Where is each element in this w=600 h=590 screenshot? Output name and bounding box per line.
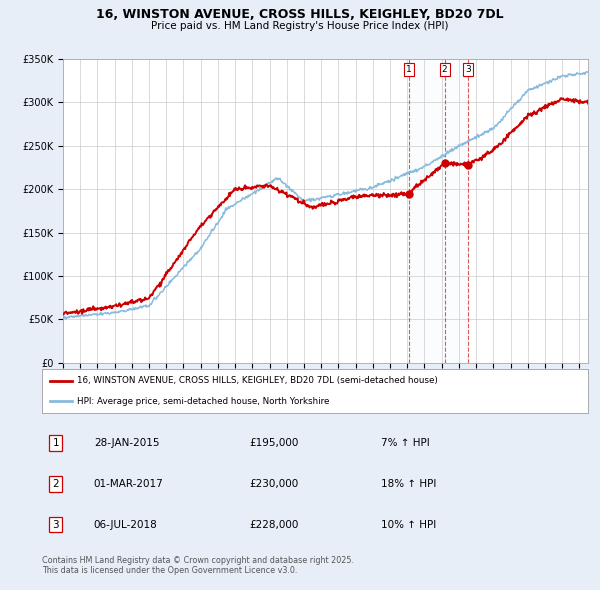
Text: 1: 1	[406, 65, 412, 74]
Text: 3: 3	[465, 65, 470, 74]
Bar	[409, 59, 467, 363]
Text: £195,000: £195,000	[250, 438, 299, 448]
Text: 18% ↑ HPI: 18% ↑ HPI	[380, 479, 436, 489]
Text: This data is licensed under the Open Government Licence v3.0.: This data is licensed under the Open Gov…	[42, 566, 298, 575]
Text: 7% ↑ HPI: 7% ↑ HPI	[380, 438, 429, 448]
Text: 06-JUL-2018: 06-JUL-2018	[94, 520, 158, 529]
Text: 2: 2	[442, 65, 448, 74]
Text: £230,000: £230,000	[250, 479, 299, 489]
Text: 2: 2	[52, 479, 59, 489]
Text: 1: 1	[52, 438, 59, 448]
Text: 3: 3	[52, 520, 59, 529]
Text: 16, WINSTON AVENUE, CROSS HILLS, KEIGHLEY, BD20 7DL: 16, WINSTON AVENUE, CROSS HILLS, KEIGHLE…	[96, 8, 504, 21]
Text: Contains HM Land Registry data © Crown copyright and database right 2025.: Contains HM Land Registry data © Crown c…	[42, 556, 354, 565]
Text: HPI: Average price, semi-detached house, North Yorkshire: HPI: Average price, semi-detached house,…	[77, 396, 330, 405]
Text: 28-JAN-2015: 28-JAN-2015	[94, 438, 160, 448]
Text: 10% ↑ HPI: 10% ↑ HPI	[380, 520, 436, 529]
Text: 16, WINSTON AVENUE, CROSS HILLS, KEIGHLEY, BD20 7DL (semi-detached house): 16, WINSTON AVENUE, CROSS HILLS, KEIGHLE…	[77, 376, 439, 385]
Text: £228,000: £228,000	[250, 520, 299, 529]
Text: Price paid vs. HM Land Registry's House Price Index (HPI): Price paid vs. HM Land Registry's House …	[151, 21, 449, 31]
Text: 01-MAR-2017: 01-MAR-2017	[94, 479, 164, 489]
